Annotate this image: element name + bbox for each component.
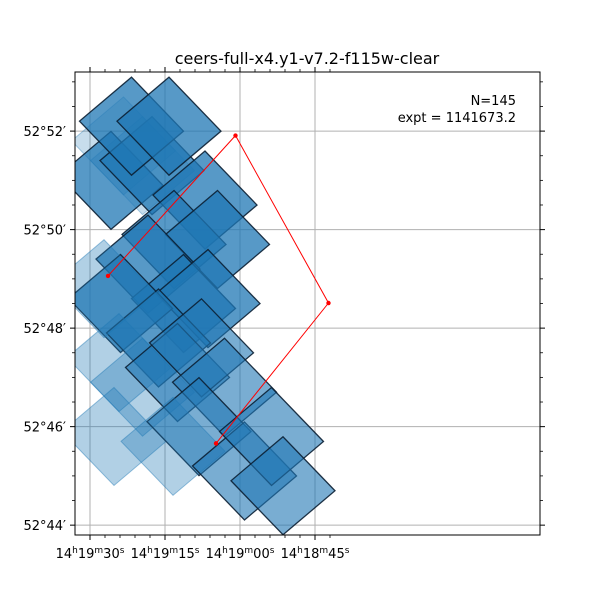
red-polygon-layer: [105, 133, 331, 446]
red-vertex-marker: [105, 273, 111, 279]
x-tick-label: 14h18m45s: [281, 546, 350, 562]
footprint-layer: [75, 76, 336, 535]
y-tick-label: 52°46′: [23, 421, 66, 436]
y-tick-label: 52°44′: [23, 519, 66, 534]
red-vertex-marker: [213, 441, 219, 446]
y-tick-labels: 52°44′ 52°46′ 52°48′ 52°50′ 52°52′: [23, 125, 66, 534]
annotation-count: N=145: [471, 94, 516, 109]
x-tick-label: 14h19m00s: [206, 546, 275, 562]
detector-footprint: [75, 239, 157, 339]
red-vertex-marker: [326, 300, 331, 306]
red-vertex-marker: [233, 133, 238, 138]
detector-footprint: [230, 435, 336, 535]
y-tick-label: 52°50′: [23, 224, 66, 239]
axis-ticks: [70, 67, 545, 540]
x-tick-label: 14h19m15s: [131, 546, 200, 562]
chart-title: ceers-full-x4.y1-v7.2-f115w-clear: [175, 49, 440, 68]
y-tick-label: 52°48′: [23, 322, 66, 337]
y-tick-label: 52°52′: [23, 125, 66, 140]
annotation-exposure: expt = 1141673.2: [398, 111, 516, 126]
x-tick-labels: 14h19m30s 14h19m15s 14h19m00s 14h18m45s: [56, 546, 350, 562]
detector-footprint: [116, 76, 222, 177]
red-outline: [107, 134, 330, 444]
x-tick-label: 14h19m30s: [56, 546, 125, 562]
